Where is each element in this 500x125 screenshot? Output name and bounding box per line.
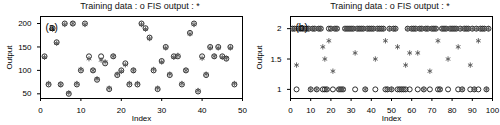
- svg-text:(a): (a): [46, 22, 58, 33]
- svg-text:50: 50: [238, 106, 247, 115]
- svg-text:40: 40: [198, 106, 207, 115]
- svg-text:30: 30: [157, 106, 166, 115]
- svg-text:20: 20: [326, 106, 335, 115]
- svg-text:50: 50: [387, 106, 396, 116]
- svg-text:Index: Index: [132, 114, 152, 123]
- svg-text:Output: Output: [255, 45, 264, 70]
- svg-text:10: 10: [76, 106, 85, 115]
- svg-text:20: 20: [117, 106, 126, 115]
- svg-text:60: 60: [407, 106, 416, 115]
- svg-text:10: 10: [306, 106, 315, 115]
- svg-text:40: 40: [367, 106, 376, 115]
- svg-text:100: 100: [486, 106, 500, 115]
- svg-text:80: 80: [448, 106, 457, 115]
- svg-text:0: 0: [38, 106, 43, 115]
- svg-text:0: 0: [288, 106, 293, 115]
- svg-text:2: 2: [277, 24, 282, 33]
- html-text:Training data : o FIS output :: Training data : o FIS output : *: [80, 1, 200, 11]
- svg-text:150: 150: [18, 43, 32, 52]
- svg-text:70: 70: [427, 106, 436, 115]
- svg-text:100: 100: [18, 66, 32, 75]
- svg-text:90: 90: [468, 106, 477, 115]
- svg-text:1: 1: [277, 85, 282, 94]
- svg-text:1.5: 1.5: [270, 55, 282, 64]
- svg-text:200: 200: [18, 19, 32, 28]
- svg-text:Index: Index: [382, 114, 402, 123]
- svg-text:Output: Output: [5, 45, 14, 70]
- html-text:Training data : o FIS output :: Training data : o FIS output : *: [330, 1, 450, 11]
- svg-text:30: 30: [347, 106, 356, 115]
- svg-text:50: 50: [23, 89, 32, 98]
- svg-text:(b): (b): [296, 22, 308, 33]
